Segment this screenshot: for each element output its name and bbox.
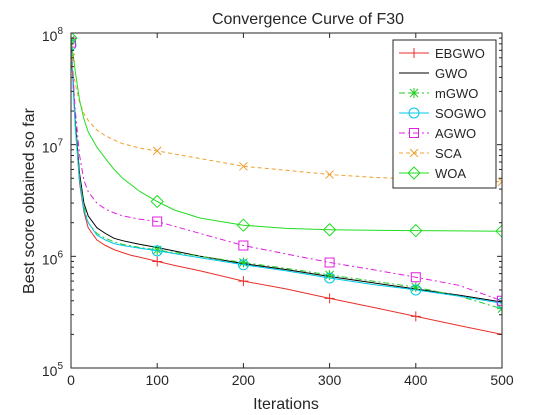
series-point-agwo xyxy=(324,257,335,268)
y-tick-label: 105 xyxy=(42,361,64,379)
x-tick-label: 100 xyxy=(146,372,170,388)
y-tick-label: 108 xyxy=(42,26,64,44)
legend-label-woa: WOA xyxy=(435,166,466,181)
series-line-sca xyxy=(71,57,502,183)
series-point-sca xyxy=(325,170,334,179)
series-point-sca xyxy=(497,177,502,187)
x-tick-label: 500 xyxy=(490,372,514,388)
chart-title: Convergence Curve of F30 xyxy=(212,11,404,28)
legend-label-agwo: AGWO xyxy=(435,126,476,141)
y-tick-label: 106 xyxy=(42,249,64,267)
series-point-agwo xyxy=(238,240,249,251)
legend-marker-ebgwo xyxy=(409,48,419,58)
series-point-woa xyxy=(236,218,251,232)
series-point-agwo xyxy=(410,272,421,283)
legend-label-gwo: GWO xyxy=(435,66,468,81)
series-point-sca xyxy=(152,146,162,156)
legend-marker-mgwo xyxy=(409,88,419,98)
series-point-mgwo xyxy=(324,270,335,281)
legend-marker-woa xyxy=(407,166,421,180)
series-point-ebgwo xyxy=(238,276,249,287)
x-tick-label: 300 xyxy=(318,372,342,388)
series-point-woa xyxy=(71,33,78,45)
series-point-agwo xyxy=(497,295,502,306)
x-axis-label: Iterations xyxy=(253,396,319,413)
legend-label-sogwo: SOGWO xyxy=(435,106,486,121)
series-point-ebgwo xyxy=(497,329,502,340)
plot-area xyxy=(71,33,502,340)
series-point-sca xyxy=(239,161,248,171)
axes-box xyxy=(70,32,503,369)
series-point-mgwo xyxy=(410,282,421,293)
series-point-sogwo xyxy=(151,245,163,257)
y-axis-label: Best score obtained so far xyxy=(21,107,38,294)
legend-marker-agwo xyxy=(409,128,419,138)
series-point-ebgwo xyxy=(410,311,421,322)
x-tick-label: 0 xyxy=(67,372,75,388)
legend-marker-sogwo xyxy=(408,107,420,119)
legend-label-ebgwo: EBGWO xyxy=(435,46,485,61)
axes: 0 100 200 300 400 500 105 106 107 108 xyxy=(42,26,514,388)
y-tick-label: 107 xyxy=(42,138,64,156)
legend-box xyxy=(392,39,497,189)
x-tick-label: 400 xyxy=(404,372,428,388)
legend-label-sca: SCA xyxy=(435,146,462,161)
legend-label-mgwo: mGWO xyxy=(435,86,478,101)
series-point-agwo xyxy=(152,216,163,227)
series-point-woa xyxy=(409,223,423,238)
series-point-mgwo xyxy=(152,244,163,255)
series-point-sogwo xyxy=(410,284,422,296)
legend: EBGWO GWO mGWO SOGWO AGWO SCA WOA xyxy=(392,39,497,189)
series-point-sogwo xyxy=(324,272,336,284)
series-point-woa xyxy=(495,224,502,238)
series-point-sogwo xyxy=(237,259,249,271)
x-tick-label: 200 xyxy=(232,372,256,388)
series-line-sogwo xyxy=(71,44,502,304)
series-point-woa xyxy=(150,194,164,209)
series-point-ebgwo xyxy=(324,293,335,304)
legend-marker-sca xyxy=(409,148,419,158)
series-line-agwo xyxy=(71,42,502,302)
series-line-woa xyxy=(71,38,502,232)
series-point-mgwo xyxy=(238,257,249,268)
series-lines xyxy=(71,33,502,340)
series-line-ebgwo xyxy=(71,40,502,335)
series-line-mgwo xyxy=(71,39,502,310)
series-point-ebgwo xyxy=(152,256,163,267)
series-point-woa xyxy=(322,223,337,237)
